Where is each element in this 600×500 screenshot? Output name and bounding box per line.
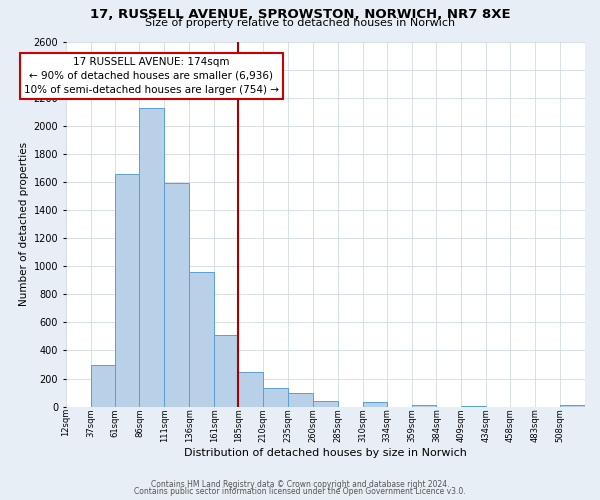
Bar: [363, 402, 386, 406]
Bar: [214, 335, 238, 406]
Bar: [560, 404, 585, 406]
Bar: [288, 392, 313, 406]
X-axis label: Distribution of detached houses by size in Norwich: Distribution of detached houses by size …: [184, 448, 467, 458]
Text: 17, RUSSELL AVENUE, SPROWSTON, NORWICH, NR7 8XE: 17, RUSSELL AVENUE, SPROWSTON, NORWICH, …: [89, 8, 511, 20]
Bar: [115, 174, 139, 406]
Bar: [263, 388, 288, 406]
Text: Contains HM Land Registry data © Crown copyright and database right 2024.: Contains HM Land Registry data © Crown c…: [151, 480, 449, 489]
Bar: [91, 364, 115, 406]
Text: 17 RUSSELL AVENUE: 174sqm
← 90% of detached houses are smaller (6,936)
10% of se: 17 RUSSELL AVENUE: 174sqm ← 90% of detac…: [24, 57, 279, 95]
Y-axis label: Number of detached properties: Number of detached properties: [19, 142, 29, 306]
Bar: [313, 401, 338, 406]
Bar: [190, 272, 214, 406]
Bar: [238, 372, 263, 406]
Text: Contains public sector information licensed under the Open Government Licence v3: Contains public sector information licen…: [134, 487, 466, 496]
Bar: [139, 108, 164, 406]
Bar: [164, 184, 190, 406]
Text: Size of property relative to detached houses in Norwich: Size of property relative to detached ho…: [145, 18, 455, 28]
